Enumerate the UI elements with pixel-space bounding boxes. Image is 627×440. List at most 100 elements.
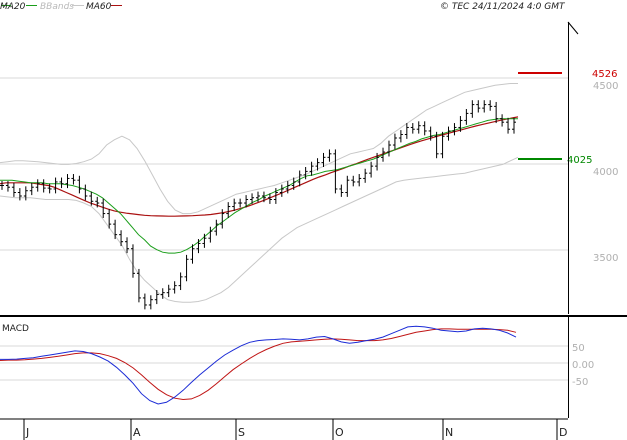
price-bar	[83, 184, 88, 201]
macd-signal-line	[0, 328, 517, 401]
price-bar	[41, 179, 46, 193]
legend-bbands-label: BBands	[40, 2, 74, 12]
price-bar	[321, 152, 326, 167]
price-bar	[267, 193, 272, 204]
price-bar	[279, 184, 284, 197]
price-bar	[273, 188, 278, 204]
price-bar	[71, 174, 76, 185]
price-bar	[11, 182, 16, 197]
price-bar	[244, 195, 249, 208]
price-bar	[23, 186, 28, 201]
price-bar	[398, 130, 403, 143]
price-bar	[53, 177, 58, 194]
price-bar	[196, 239, 201, 254]
price-bar	[184, 254, 189, 282]
resistance-level-label: 4526	[592, 69, 617, 80]
bb-upper-line	[0, 83, 518, 215]
bollinger-bands	[0, 83, 519, 303]
price-bar	[386, 140, 391, 157]
price-bar	[345, 175, 350, 197]
price-bar	[261, 191, 266, 203]
x-tick-label-s: S	[238, 426, 245, 439]
price-bar	[142, 293, 147, 310]
price-bar	[434, 131, 439, 159]
legend-ma20-label: MA20	[0, 2, 26, 12]
price-bar	[166, 284, 171, 298]
price-bar	[452, 123, 457, 136]
price-bar	[464, 109, 469, 125]
price-bar	[500, 114, 505, 127]
price-bar	[29, 182, 34, 196]
price-bar	[369, 161, 374, 178]
price-bar	[357, 174, 362, 187]
price-bar	[95, 196, 100, 208]
price-bar	[285, 181, 290, 194]
price-bar	[172, 281, 177, 294]
price-bar	[446, 126, 451, 141]
price-bar	[476, 100, 481, 113]
price-bar	[494, 101, 499, 124]
support-level-label: 4025	[567, 155, 592, 166]
price-bar	[458, 116, 463, 132]
macd-y-tick-neg50: -50	[572, 377, 588, 388]
macd-series	[0, 325, 517, 405]
price-y-axis: 4500 4000 3500	[593, 81, 618, 264]
price-bar	[47, 183, 52, 194]
price-bar	[250, 193, 255, 204]
macd-gridlines	[0, 345, 568, 381]
price-bar	[416, 121, 421, 134]
price-bar	[303, 167, 308, 180]
price-bar	[410, 123, 415, 134]
ma60-line	[0, 116, 519, 217]
macd-y-tick-0: 0.00	[572, 360, 594, 371]
price-bar	[339, 184, 344, 197]
price-bar	[220, 209, 225, 229]
price-bar	[440, 131, 445, 159]
price-bar	[309, 161, 314, 176]
price-bar	[59, 177, 64, 189]
ma60-series	[0, 116, 519, 217]
price-bar	[119, 230, 124, 247]
price-bar	[208, 226, 213, 243]
macd-title: MACD	[2, 324, 29, 334]
macd-line	[0, 325, 517, 405]
price-bar	[130, 244, 135, 278]
price-bar	[363, 168, 368, 183]
price-bar	[422, 121, 427, 136]
price-bar	[107, 209, 112, 229]
price-bar	[190, 244, 195, 264]
macd-y-axis: 50 0.00 -50	[572, 343, 594, 388]
price-bar	[392, 133, 397, 150]
x-tick-label-o: O	[335, 426, 344, 439]
x-tick-label-a: A	[133, 426, 141, 439]
price-bar	[470, 100, 475, 118]
price-axis-border-top-cut	[567, 21, 579, 35]
price-bar	[65, 174, 70, 189]
price-bar	[202, 233, 207, 248]
price-bar	[226, 202, 231, 218]
ma20-line	[0, 118, 518, 254]
price-bar	[17, 188, 22, 201]
price-bar	[482, 100, 487, 113]
price-bar	[256, 191, 260, 203]
price-bar	[148, 295, 153, 310]
price-bar	[381, 147, 386, 162]
price-bar	[333, 149, 338, 194]
price-bar	[297, 170, 302, 187]
price-bar	[154, 290, 159, 305]
x-tick-label-n: N	[445, 426, 453, 439]
price-bar	[315, 158, 320, 171]
price-bar	[136, 268, 141, 303]
price-bar	[291, 177, 296, 190]
price-bar	[232, 198, 237, 211]
price-bar	[125, 237, 130, 254]
price-bar	[351, 175, 356, 187]
key-levels: 4526 4025	[518, 69, 617, 166]
price-bar	[160, 288, 165, 299]
price-bar	[488, 100, 493, 111]
x-tick-label-d: D	[559, 426, 567, 439]
price-bar	[428, 126, 433, 141]
y-tick-4000: 4000	[593, 167, 618, 178]
price-bar	[178, 272, 183, 291]
price-bar	[113, 219, 118, 240]
